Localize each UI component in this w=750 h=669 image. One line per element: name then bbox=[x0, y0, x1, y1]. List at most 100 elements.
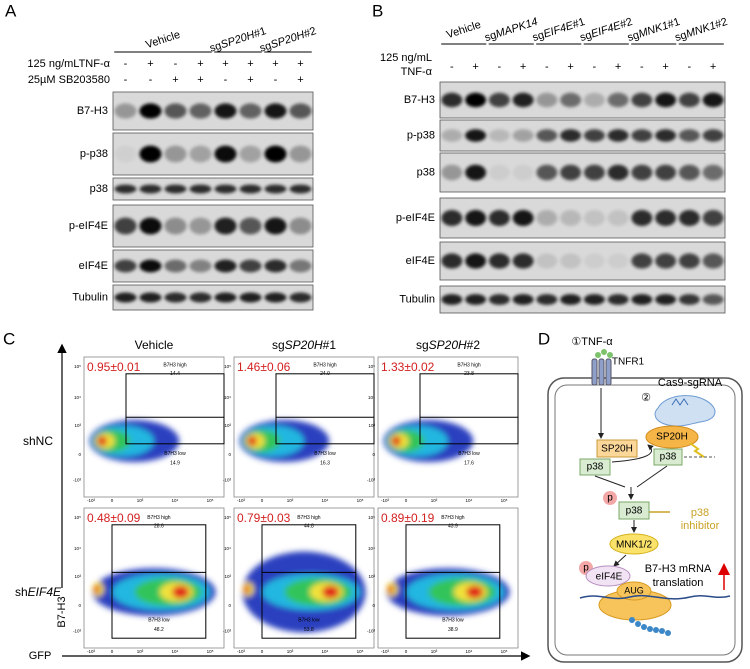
group-label-part: MNK1 bbox=[637, 20, 670, 41]
y-tick-label: 0 bbox=[78, 452, 81, 457]
group-label-part: MNK1 bbox=[685, 20, 718, 41]
y-tick-label: 10⁵ bbox=[368, 515, 375, 520]
band bbox=[536, 253, 558, 269]
group-label-part: EIF4E bbox=[542, 19, 575, 40]
gate-low-label: B7H3 low bbox=[298, 617, 320, 623]
gate bbox=[405, 524, 501, 639]
band bbox=[560, 294, 582, 305]
blot-label: p-p38 bbox=[80, 148, 108, 160]
blot-label: eIF4E bbox=[79, 260, 108, 272]
flow-plot bbox=[233, 356, 375, 498]
band bbox=[655, 294, 677, 305]
x-tick-label: 10³ bbox=[431, 498, 438, 503]
band bbox=[214, 184, 237, 194]
band bbox=[164, 217, 187, 235]
treatment-sign: - bbox=[640, 61, 644, 73]
x-tick-label: 0 bbox=[405, 649, 408, 654]
band bbox=[488, 164, 510, 181]
blot-label: p38 bbox=[417, 166, 435, 178]
treatment-sign: - bbox=[688, 61, 692, 73]
mfi-value: 0.95±0.01 bbox=[87, 360, 141, 374]
gate-high-value: 24.0 bbox=[320, 371, 330, 377]
x-tick-label: -10³ bbox=[381, 649, 390, 654]
group-label-part: sg bbox=[258, 40, 273, 55]
band bbox=[631, 253, 653, 269]
band bbox=[114, 103, 137, 119]
band bbox=[512, 294, 534, 305]
band bbox=[702, 92, 724, 108]
column-label: Vehicle bbox=[135, 338, 174, 352]
band bbox=[631, 210, 653, 226]
group-label: sgMAPK14 bbox=[483, 16, 539, 44]
column-label-part: Vehicle bbox=[135, 338, 174, 352]
group-label-part: #2 bbox=[302, 25, 317, 40]
band bbox=[655, 210, 677, 226]
band bbox=[560, 253, 582, 269]
band bbox=[139, 292, 162, 303]
x-tick-label: 10⁵ bbox=[207, 649, 214, 654]
band bbox=[488, 253, 510, 269]
band bbox=[239, 103, 262, 119]
band bbox=[239, 184, 262, 194]
band bbox=[441, 210, 463, 226]
band bbox=[631, 129, 653, 142]
band bbox=[441, 253, 463, 269]
band bbox=[264, 184, 287, 194]
band bbox=[114, 217, 137, 235]
y-tick-label: 10⁴ bbox=[74, 546, 81, 551]
band bbox=[583, 210, 605, 226]
band bbox=[114, 259, 137, 273]
row-label: shNC bbox=[23, 434, 53, 448]
gate-high-label: B7H3 high bbox=[457, 363, 481, 369]
band bbox=[655, 92, 677, 108]
density bbox=[383, 420, 474, 462]
blot-box bbox=[112, 177, 314, 201]
x-tick-label: 10³ bbox=[287, 498, 294, 503]
band bbox=[114, 292, 137, 303]
treatment-sign: + bbox=[710, 61, 716, 73]
phospho-label: p bbox=[583, 563, 589, 574]
density-layer bbox=[247, 436, 258, 446]
x-tick-label: -10³ bbox=[87, 498, 96, 503]
gate-low-label: B7H3 low bbox=[148, 617, 170, 623]
y-tick-label: 10⁴ bbox=[224, 395, 231, 400]
y-tick-label: 10³ bbox=[224, 423, 231, 428]
band bbox=[139, 145, 162, 163]
band bbox=[139, 259, 162, 273]
column-label-part: SP20H bbox=[285, 338, 323, 352]
sp20h-right: SP20H bbox=[656, 432, 688, 443]
band bbox=[239, 292, 262, 303]
treatment-label: 125 ng/mL bbox=[380, 52, 432, 64]
gate-high-value: 43.9 bbox=[448, 524, 458, 530]
y-tick-label: 0 bbox=[228, 452, 231, 457]
y-tick-label: 0 bbox=[78, 603, 81, 608]
band bbox=[289, 217, 312, 235]
blot-label: p-eIF4E bbox=[396, 212, 435, 224]
gate-high-label: B7H3 high bbox=[313, 363, 337, 369]
band bbox=[678, 92, 700, 108]
blot-box bbox=[439, 119, 726, 152]
treatment-sign: + bbox=[567, 61, 573, 73]
band bbox=[631, 294, 653, 305]
treatment-sign: + bbox=[272, 58, 278, 70]
band bbox=[114, 145, 137, 163]
band bbox=[214, 103, 237, 119]
band bbox=[631, 92, 653, 108]
band bbox=[678, 129, 700, 142]
density-layer bbox=[93, 585, 100, 594]
group-label-part: sg bbox=[208, 40, 223, 55]
y-tick-label: 10³ bbox=[74, 423, 81, 428]
x-tick-label: -10³ bbox=[87, 649, 96, 654]
band bbox=[536, 92, 558, 108]
group-label-part: sg bbox=[673, 29, 688, 44]
y-axis-label: B7-H3 bbox=[56, 596, 68, 627]
mfi-value: 0.79±0.03 bbox=[237, 511, 291, 525]
x-tick-label: 10⁴ bbox=[172, 649, 179, 654]
treatment-sign: + bbox=[662, 61, 668, 73]
gate bbox=[261, 524, 357, 639]
x-tick-label: 0 bbox=[111, 498, 114, 503]
panel-letter: D bbox=[538, 329, 550, 348]
mfi-value: 0.89±0.19 bbox=[381, 511, 435, 525]
band bbox=[114, 184, 137, 194]
